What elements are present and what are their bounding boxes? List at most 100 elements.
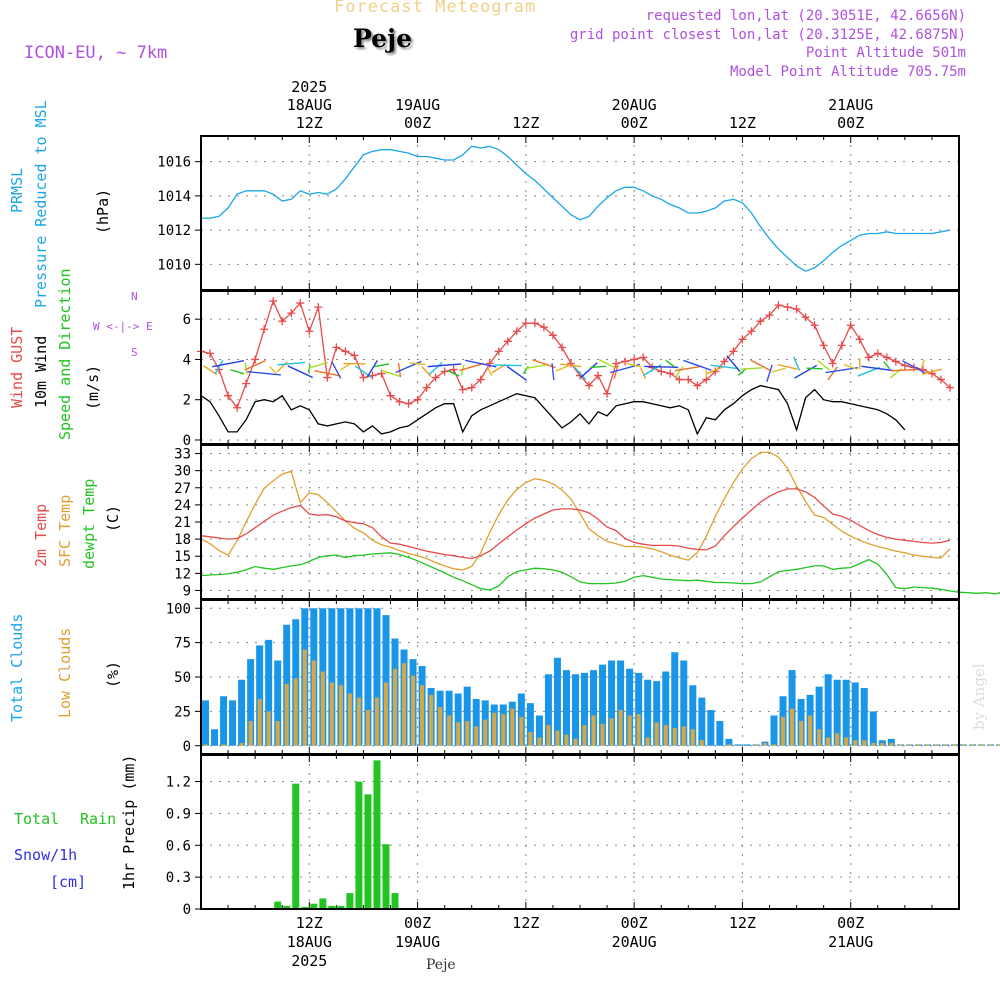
low-cloud-bar xyxy=(997,744,1000,746)
gust-marker xyxy=(323,373,332,382)
low-cloud-bar xyxy=(537,737,542,746)
wind-direction-arrow xyxy=(459,362,485,372)
y-tick-label: 1010 xyxy=(157,257,191,273)
low-cloud-bar xyxy=(808,715,813,746)
low-cloud-bar xyxy=(275,721,280,746)
wind-direction-arrow xyxy=(920,359,925,368)
y-tick-label: 0 xyxy=(183,433,191,449)
wind-direction-arrow xyxy=(827,366,839,381)
rain-bar xyxy=(301,906,309,909)
wind-direction-arrow xyxy=(308,361,328,369)
total-cloud-bar xyxy=(454,693,462,746)
gust-marker xyxy=(278,317,287,326)
point-altitude: Point Altitude 501m xyxy=(805,45,966,61)
gust-marker xyxy=(251,355,260,364)
total-cloud-bar xyxy=(716,721,724,746)
total-cloud-bar xyxy=(635,672,643,746)
gust-marker xyxy=(476,375,485,384)
wind-direction-arrow xyxy=(793,356,801,371)
wind-direction-arrow xyxy=(890,368,919,372)
y-tick-label: 9 xyxy=(183,583,191,599)
gust-marker xyxy=(341,347,350,356)
y-tick-label: 12 xyxy=(174,566,191,582)
gust-marker xyxy=(783,303,792,312)
gust-marker xyxy=(666,369,675,378)
low-cloud-bar xyxy=(582,725,587,746)
wind-direction-arrow xyxy=(706,366,725,375)
gust-marker xyxy=(296,299,305,308)
low-cloud-bar xyxy=(844,737,849,746)
gust-marker xyxy=(512,327,521,336)
y-tick-label: 1012 xyxy=(157,223,191,239)
gust-marker xyxy=(612,359,621,368)
wind-direction-arrow xyxy=(421,366,432,378)
wind-direction-arrow xyxy=(555,365,569,372)
total-cloud-bar xyxy=(707,710,715,746)
gust-marker xyxy=(747,327,756,336)
low-cloud-bar xyxy=(672,727,677,746)
low-cloud-bar xyxy=(961,744,966,746)
total-rain-label: Total xyxy=(14,810,60,828)
dewpt-line xyxy=(200,552,1000,595)
wind-direction-arrow xyxy=(203,365,218,376)
time-label-hour: 12Z xyxy=(512,114,539,132)
gust-line xyxy=(200,299,951,410)
time-label-date: 18AUG xyxy=(287,96,332,114)
gust-marker xyxy=(440,367,449,376)
rain-bar xyxy=(355,781,363,909)
rain-label: Rain xyxy=(80,810,117,828)
gust-marker xyxy=(774,301,783,310)
gust-marker xyxy=(557,343,566,352)
wind-direction-arrow xyxy=(506,365,527,381)
time-label-year: 2025 xyxy=(291,78,327,96)
y-tick-label: 100 xyxy=(166,601,191,617)
low-cloud-bar xyxy=(284,683,289,746)
wind-direction-arrow xyxy=(817,360,831,371)
time-label-hour: 00Z xyxy=(621,114,648,132)
y-tick-label: 1016 xyxy=(157,155,191,171)
y-tick-label: 33 xyxy=(174,447,191,463)
gust-marker xyxy=(458,385,467,394)
y-tick-label: 24 xyxy=(174,498,191,514)
y-tick-label: 0.9 xyxy=(166,806,191,822)
time-label-date: 21AUG xyxy=(828,96,873,114)
panel-frame xyxy=(200,754,960,910)
time-label-hour: 00Z xyxy=(837,914,864,932)
low-cloud-bar xyxy=(510,708,515,746)
low-cloud-bar xyxy=(329,682,334,746)
low-cloud-bar xyxy=(970,744,975,746)
rain-bar xyxy=(382,844,390,909)
gust-marker xyxy=(873,349,882,358)
time-label-date: 20AUG xyxy=(612,96,657,114)
low-cloud-bar xyxy=(636,714,641,746)
low-cloud-bar xyxy=(573,738,578,746)
grid-point-coords: grid point closest lon,lat (20.3125E, 42… xyxy=(569,27,966,43)
gust-marker xyxy=(855,335,864,344)
total-cloud-bar xyxy=(472,699,480,746)
wind-direction-arrow xyxy=(447,369,460,377)
y-tick-label: 6 xyxy=(183,312,191,328)
total-cloud-bar xyxy=(553,657,561,746)
total-cloud-bar xyxy=(608,660,616,746)
gust-marker xyxy=(503,337,512,346)
wind-direction-arrow xyxy=(487,367,493,376)
rain-bar xyxy=(364,794,372,909)
sfc-temp-line xyxy=(200,451,951,571)
total-cloud-bar xyxy=(851,682,859,746)
wind-direction-arrow xyxy=(883,361,891,370)
low-cloud-bar xyxy=(663,725,668,746)
total-cloud-bar xyxy=(220,696,228,746)
wind-direction-arrow xyxy=(626,362,642,368)
time-label-hour: 12Z xyxy=(296,914,323,932)
y-tick-label: 25 xyxy=(174,704,191,720)
wind-direction-arrow xyxy=(269,366,278,375)
gust-marker xyxy=(530,319,539,328)
low-cloud-bar xyxy=(456,722,461,746)
total-cloud-bar xyxy=(202,700,210,746)
time-label-year: 2025 xyxy=(291,952,327,970)
y-tick-label: 27 xyxy=(174,481,191,497)
low-cloud-bar xyxy=(817,729,822,746)
wind-direction-arrow xyxy=(674,365,702,372)
low-cloud-bar xyxy=(483,719,488,746)
rain-bar xyxy=(319,898,327,909)
